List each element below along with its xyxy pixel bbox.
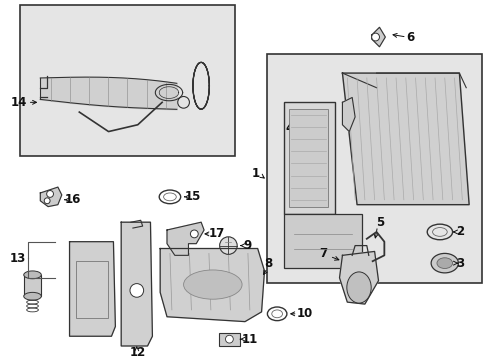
- Text: 1: 1: [251, 167, 259, 180]
- Polygon shape: [339, 251, 378, 304]
- Circle shape: [46, 190, 53, 197]
- Ellipse shape: [183, 270, 242, 299]
- Text: 4: 4: [285, 122, 293, 135]
- Text: 3: 3: [455, 257, 464, 270]
- Bar: [24, 275, 41, 296]
- Ellipse shape: [24, 271, 41, 279]
- Text: 16: 16: [64, 193, 81, 206]
- Bar: [288, 109, 327, 207]
- Ellipse shape: [430, 253, 457, 273]
- Polygon shape: [69, 242, 115, 336]
- Bar: [20, 5, 235, 156]
- Polygon shape: [371, 27, 385, 47]
- Bar: [284, 102, 334, 215]
- Circle shape: [225, 335, 233, 343]
- Text: 13: 13: [10, 252, 26, 265]
- Bar: [218, 333, 240, 346]
- Text: 10: 10: [296, 307, 312, 320]
- Circle shape: [371, 33, 379, 41]
- Text: 9: 9: [243, 239, 251, 252]
- Bar: [284, 215, 361, 268]
- Polygon shape: [167, 222, 203, 255]
- Polygon shape: [40, 187, 61, 207]
- Ellipse shape: [436, 258, 452, 269]
- Circle shape: [219, 237, 237, 255]
- Polygon shape: [342, 73, 468, 205]
- Bar: [267, 54, 481, 283]
- Text: 7: 7: [319, 247, 327, 260]
- Text: 11: 11: [242, 333, 258, 346]
- Text: 17: 17: [208, 228, 224, 240]
- Text: 6: 6: [405, 31, 413, 44]
- Text: 5: 5: [376, 216, 384, 229]
- Bar: [76, 261, 107, 318]
- Polygon shape: [342, 98, 354, 131]
- Text: 15: 15: [184, 190, 201, 203]
- Text: 12: 12: [130, 346, 146, 359]
- Text: 14: 14: [11, 96, 27, 109]
- Circle shape: [130, 284, 143, 297]
- Text: 8: 8: [264, 257, 272, 270]
- Polygon shape: [160, 248, 264, 321]
- Circle shape: [190, 230, 198, 238]
- Ellipse shape: [346, 272, 370, 303]
- Text: 2: 2: [455, 225, 464, 238]
- Ellipse shape: [24, 292, 41, 300]
- Circle shape: [44, 198, 50, 204]
- Polygon shape: [121, 222, 152, 346]
